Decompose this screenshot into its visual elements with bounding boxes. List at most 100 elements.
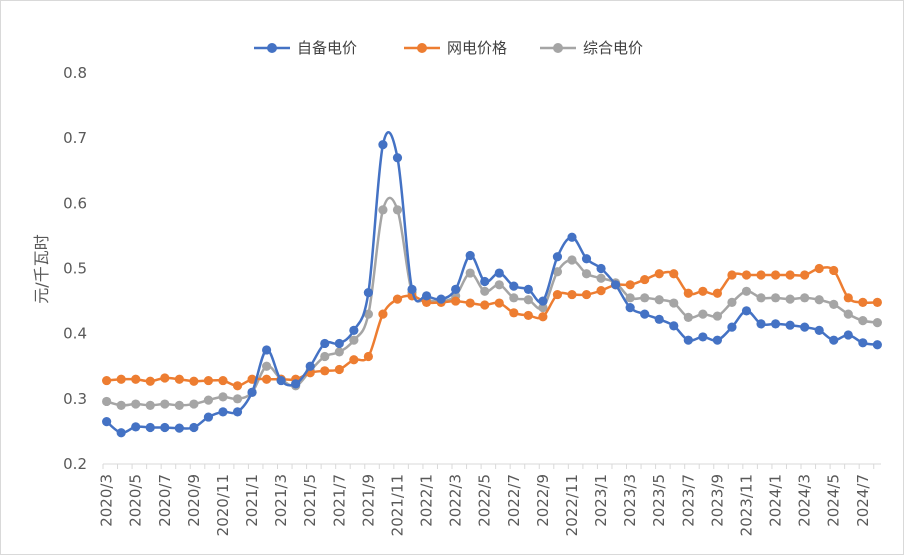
x-tick-label: 2020/3 <box>98 474 116 527</box>
data-point-combined <box>392 205 403 215</box>
y-tick-label: 0.2 <box>63 455 87 473</box>
data-point-self-supplied <box>509 281 519 291</box>
data-point-grid-price <box>843 293 853 303</box>
x-tick-label: 2024/1 <box>767 474 785 527</box>
data-point-combined <box>640 293 650 303</box>
data-point-combined <box>858 316 868 326</box>
data-point-grid-price <box>203 375 214 386</box>
data-point-combined <box>189 399 199 409</box>
data-point-self-supplied <box>567 232 577 242</box>
data-point-grid-price <box>785 270 795 280</box>
series-grid-price <box>102 263 882 391</box>
data-point-combined <box>683 312 693 322</box>
x-tick-label: 2021/11 <box>388 474 406 536</box>
y-tick-label: 0.5 <box>63 260 87 278</box>
x-tick-label: 2020/5 <box>127 474 145 527</box>
data-point-grid-price <box>116 374 126 384</box>
data-point-grid-price <box>800 270 810 280</box>
data-point-self-supplied <box>829 335 839 345</box>
data-point-combined <box>800 293 810 303</box>
y-tick-label: 0.8 <box>63 64 87 82</box>
data-point-self-supplied <box>480 276 490 287</box>
x-tick-label: 2023/9 <box>708 474 726 527</box>
data-point-combined <box>552 267 563 277</box>
data-point-grid-price <box>654 269 664 279</box>
data-point-combined <box>872 317 882 328</box>
data-point-grid-price <box>349 355 359 365</box>
data-point-grid-price <box>756 270 766 280</box>
data-point-grid-price <box>160 373 170 383</box>
data-point-self-supplied <box>203 412 214 422</box>
data-point-grid-price <box>552 289 563 300</box>
data-point-self-supplied <box>102 417 112 427</box>
data-point-grid-price <box>858 297 868 307</box>
data-point-combined <box>756 293 766 303</box>
data-point-grid-price <box>320 366 330 376</box>
data-point-self-supplied <box>131 422 141 432</box>
data-point-self-supplied <box>378 140 388 150</box>
data-point-combined <box>145 400 155 410</box>
data-point-grid-price <box>625 280 635 290</box>
data-point-combined <box>581 269 592 279</box>
data-point-self-supplied <box>523 284 533 294</box>
x-tick-label: 2022/11 <box>563 474 581 536</box>
data-point-grid-price <box>378 309 388 319</box>
data-point-self-supplied <box>232 407 243 417</box>
data-point-combined <box>770 293 781 303</box>
data-point-grid-price <box>145 376 155 386</box>
legend-item-combined: 综合电价 <box>540 39 643 57</box>
data-point-grid-price <box>232 381 243 391</box>
data-point-grid-price <box>698 286 708 296</box>
data-point-grid-price <box>538 312 548 322</box>
data-point-self-supplied <box>552 252 563 262</box>
data-point-grid-price <box>102 375 112 386</box>
data-point-grid-price <box>494 298 504 308</box>
data-point-self-supplied <box>785 320 795 330</box>
series-self-supplied <box>102 130 882 438</box>
data-point-self-supplied <box>683 335 693 345</box>
data-point-grid-price <box>683 288 693 298</box>
data-point-self-supplied <box>843 330 853 340</box>
data-point-combined <box>261 361 272 371</box>
legend: 自备电价 网电价格 综合电价 <box>254 39 643 57</box>
data-point-self-supplied <box>494 268 504 278</box>
data-point-grid-price <box>421 297 432 307</box>
x-tick-label: 2024/3 <box>796 474 814 527</box>
data-point-self-supplied <box>727 322 737 332</box>
data-point-self-supplied <box>800 322 810 332</box>
data-point-grid-price <box>131 374 141 384</box>
data-point-self-supplied <box>465 250 475 261</box>
data-point-self-supplied <box>261 345 272 355</box>
data-point-grid-price <box>509 308 519 318</box>
data-point-self-supplied <box>712 335 723 345</box>
legend-label-grid-price: 网电价格 <box>447 39 507 57</box>
data-point-grid-price <box>640 274 650 285</box>
data-point-self-supplied <box>698 332 708 342</box>
y-axis-title: 元/千瓦时 <box>32 234 51 303</box>
data-point-self-supplied <box>421 291 432 301</box>
data-point-self-supplied <box>756 319 766 329</box>
x-tick-label: 2024/7 <box>854 474 872 527</box>
legend-swatch-dot-combined <box>553 43 563 53</box>
data-point-combined <box>712 311 723 321</box>
data-point-self-supplied <box>611 280 621 290</box>
data-point-self-supplied <box>276 375 286 386</box>
data-point-combined <box>232 394 243 404</box>
data-point-combined <box>160 399 170 409</box>
data-point-grid-price <box>727 270 737 280</box>
x-tick-label: 2023/7 <box>679 474 697 527</box>
y-tick-label: 0.7 <box>63 129 87 147</box>
legend-label-self-supplied: 自备电价 <box>297 39 357 57</box>
data-point-grid-price <box>247 374 257 384</box>
x-tick-label: 2023/5 <box>650 474 668 527</box>
data-point-grid-price <box>189 376 199 386</box>
data-point-combined <box>349 335 359 345</box>
data-point-self-supplied <box>436 294 446 304</box>
data-point-self-supplied <box>320 338 330 349</box>
x-tick-label: 2023/3 <box>621 474 639 527</box>
data-point-combined <box>203 395 214 405</box>
data-point-combined <box>669 298 679 308</box>
x-tick-label: 2021/1 <box>243 474 261 527</box>
data-point-self-supplied <box>538 296 548 306</box>
data-point-combined <box>334 347 344 357</box>
